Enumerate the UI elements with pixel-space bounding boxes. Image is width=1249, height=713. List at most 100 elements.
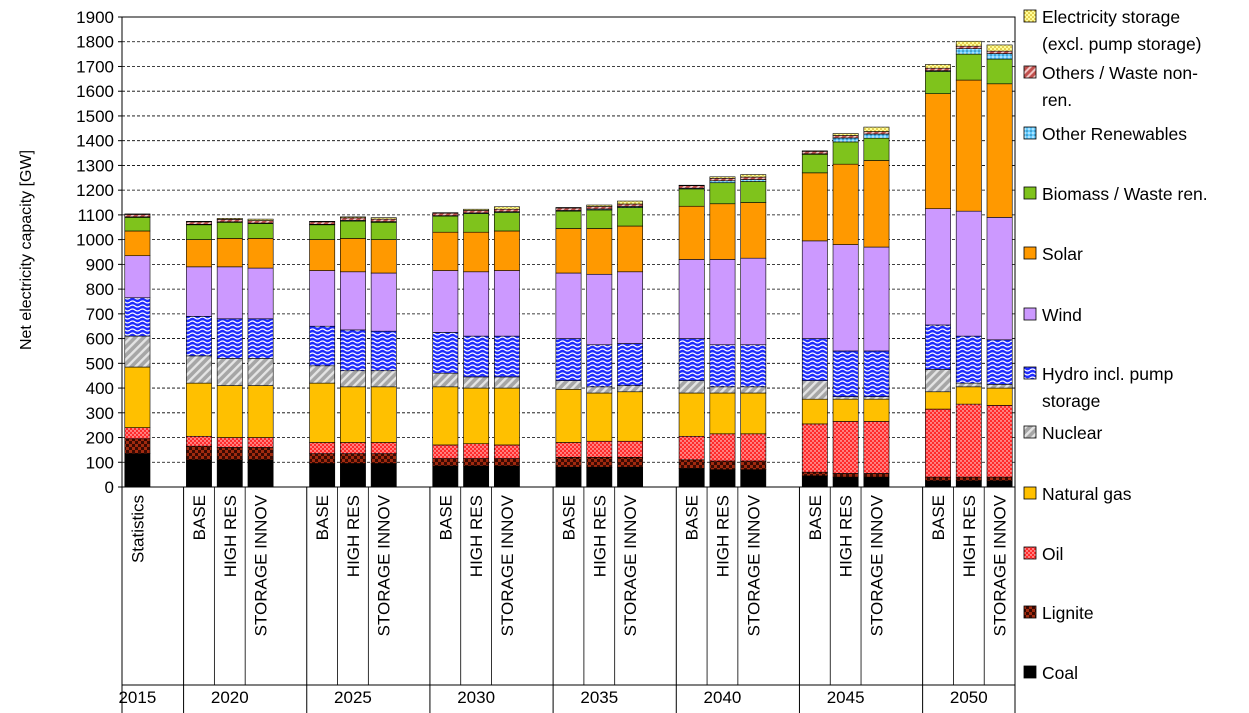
- bar-segment: [493, 376, 520, 389]
- bar-segment: [493, 206, 520, 210]
- bar-segment: [186, 224, 212, 240]
- legend-swatch: [1023, 186, 1037, 200]
- axes: 0 100 200 300 400 500 600 700 800 900 1000 1100 1200…: [76, 8, 1016, 713]
- bar-segment: [247, 238, 274, 269]
- bar-segment: [340, 271, 366, 331]
- x-tick-label: STORAGE INNOV: [621, 494, 640, 636]
- legend-label: Coal: [1042, 663, 1078, 683]
- bar-segment: [586, 440, 613, 458]
- y-tick-label: 1700: [76, 57, 114, 76]
- bar-segment: [124, 427, 151, 440]
- bar-segment: [709, 203, 736, 260]
- bar-segment: [832, 244, 859, 352]
- bar-segment: [801, 423, 828, 473]
- x-tick-label: BASE: [560, 495, 579, 540]
- bar-segment: [309, 270, 336, 327]
- bar-segment: [832, 398, 859, 422]
- bar-segment: [216, 437, 243, 448]
- y-tick-label: 1600: [76, 82, 114, 101]
- bar-segment: [370, 463, 397, 488]
- bar-segment: [801, 153, 828, 174]
- bar-segment: [124, 213, 151, 215]
- bar-segment: [124, 297, 151, 337]
- y-tick-label: 1900: [76, 8, 114, 27]
- bar-segment: [863, 246, 890, 352]
- bar-segment: [863, 476, 890, 488]
- bar-segment: [463, 210, 490, 214]
- bar-segment: [309, 453, 336, 464]
- bar-segment: [124, 366, 151, 428]
- x-tick-label: HIGH RES: [713, 495, 732, 577]
- bar-segment: [463, 443, 490, 459]
- bar-segment: [555, 466, 582, 488]
- bar-segment: [340, 329, 366, 372]
- bar-segment: [186, 382, 212, 437]
- year-label: 2030: [457, 688, 495, 707]
- bar-segment: [432, 215, 459, 233]
- bar-segment: [986, 387, 1013, 406]
- y-tick-label: 300: [86, 404, 114, 423]
- bar-segment: [986, 384, 1013, 389]
- bar-segment: [617, 440, 644, 458]
- bar-segment: [247, 267, 274, 320]
- bar-segment: [493, 208, 520, 212]
- bar-segment: [247, 358, 274, 386]
- x-tick-label: STORAGE INNOV: [252, 494, 271, 636]
- legend-label: Nuclear: [1042, 423, 1102, 443]
- legend-label: Hydro incl. pump: [1042, 364, 1173, 384]
- bar-segment: [925, 408, 951, 478]
- bar-segment: [709, 259, 736, 346]
- bar-segment: [493, 335, 520, 378]
- bar-segment: [216, 459, 243, 488]
- x-tick-label: HIGH RES: [344, 495, 363, 577]
- bar-segment: [124, 438, 151, 454]
- bar-segment: [216, 218, 243, 220]
- bar-segment: [216, 358, 243, 386]
- bar-segment: [709, 460, 736, 470]
- legend-swatch: [1023, 665, 1037, 679]
- bar-segment: [678, 392, 705, 437]
- bar-segment: [955, 40, 982, 47]
- bar-segment: [678, 259, 705, 339]
- bar-segment: [586, 228, 613, 275]
- bar-segment: [955, 79, 982, 212]
- y-tick-label: 1000: [76, 231, 114, 250]
- x-tick-label: HIGH RES: [837, 495, 856, 577]
- bar-segment: [216, 385, 243, 438]
- bar-segment: [709, 469, 736, 488]
- bar-segment: [555, 338, 582, 381]
- bar-segment: [740, 176, 767, 180]
- bar-segment: [925, 476, 951, 482]
- bar-segment: [863, 131, 890, 135]
- y-tick-label: 900: [86, 255, 114, 274]
- bar-segment: [863, 350, 890, 398]
- bar-segment: [801, 150, 828, 152]
- legend-label: Solar: [1042, 244, 1083, 264]
- bar-segment: [186, 221, 212, 223]
- bar-segment: [493, 465, 520, 488]
- bar-segment: [586, 466, 613, 488]
- legend: Electricity storage (excl. pump storage) O…: [1023, 7, 1208, 683]
- legend-swatch: [1023, 65, 1037, 79]
- bar-segment: [555, 442, 582, 458]
- bar-segment: [617, 385, 644, 393]
- bar-segment: [709, 433, 736, 462]
- bar-segment: [617, 391, 644, 442]
- bar-segment: [709, 182, 736, 205]
- bar-segment: [340, 453, 366, 464]
- x-tick-label: HIGH RES: [590, 495, 609, 577]
- y-tick-label: 200: [86, 429, 114, 448]
- y-axis-label: Net electricity capacity [GW]: [18, 150, 35, 350]
- bar-segment: [955, 335, 982, 384]
- bar-segment: [709, 344, 736, 388]
- bar-segment: [678, 435, 705, 461]
- x-tick-label: BASE: [683, 495, 702, 540]
- bar-segment: [340, 463, 366, 488]
- bar-segment: [340, 220, 366, 239]
- bar-segment: [186, 316, 212, 357]
- bar-segment: [986, 476, 1013, 482]
- legend-label: Electricity storage: [1042, 7, 1180, 27]
- y-tick-label: 1800: [76, 33, 114, 52]
- x-tick-label: HIGH RES: [221, 495, 240, 577]
- bar-segment: [740, 181, 767, 203]
